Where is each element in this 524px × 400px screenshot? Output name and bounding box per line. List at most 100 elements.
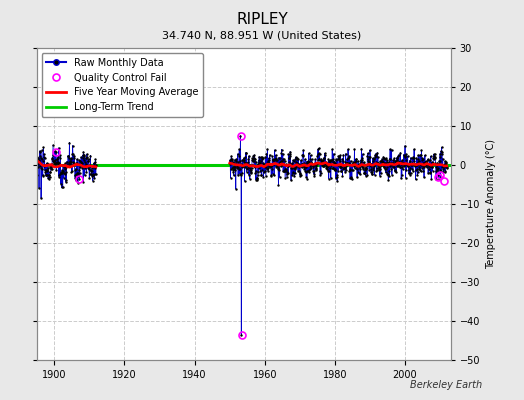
Point	[283, 174, 291, 180]
Point	[257, 172, 265, 178]
Point	[78, 163, 86, 170]
Point	[297, 164, 305, 171]
Point	[278, 146, 286, 153]
Point	[345, 154, 353, 160]
Point	[241, 154, 249, 160]
Point	[398, 157, 406, 163]
Point	[416, 152, 424, 158]
Point	[269, 160, 278, 167]
Point	[284, 151, 292, 158]
Point	[254, 169, 263, 176]
Point	[282, 166, 290, 172]
Point	[324, 175, 333, 182]
Point	[387, 161, 396, 168]
Point	[376, 162, 385, 169]
Point	[436, 158, 444, 164]
Point	[423, 156, 432, 162]
Point	[88, 164, 96, 171]
Point	[324, 163, 332, 170]
Point	[322, 164, 331, 170]
Point	[52, 160, 61, 166]
Point	[441, 158, 449, 164]
Point	[422, 158, 430, 164]
Point	[277, 150, 286, 156]
Point	[264, 168, 272, 175]
Point	[287, 165, 296, 172]
Point	[287, 162, 295, 169]
Point	[86, 162, 94, 168]
Point	[235, 146, 244, 153]
Point	[293, 160, 302, 166]
Point	[280, 168, 289, 174]
Point	[278, 158, 287, 164]
Point	[299, 153, 307, 160]
Point	[308, 156, 316, 162]
Point	[327, 157, 335, 163]
Point	[54, 174, 63, 180]
Point	[253, 177, 261, 184]
Point	[395, 159, 403, 165]
Point	[38, 147, 46, 153]
Point	[80, 157, 88, 164]
Point	[67, 159, 75, 166]
Point	[326, 160, 335, 166]
Point	[346, 167, 354, 173]
Point	[71, 172, 80, 178]
Point	[290, 166, 299, 172]
Point	[297, 172, 305, 179]
Point	[306, 166, 314, 172]
Point	[370, 162, 378, 169]
Point	[302, 158, 311, 165]
Point	[304, 159, 312, 166]
Point	[238, 162, 247, 169]
Point	[281, 174, 289, 181]
Point	[385, 159, 393, 165]
Point	[380, 166, 389, 172]
Point	[367, 160, 376, 167]
Point	[299, 159, 308, 166]
Point	[363, 172, 371, 178]
Point	[377, 160, 386, 166]
Point	[239, 156, 247, 163]
Point	[360, 170, 368, 176]
Point	[367, 169, 375, 176]
Point	[292, 156, 301, 162]
Point	[71, 166, 80, 172]
Point	[420, 174, 428, 180]
Point	[310, 173, 319, 179]
Point	[68, 162, 76, 168]
Point	[396, 164, 404, 170]
Point	[365, 166, 373, 173]
Point	[232, 186, 240, 192]
Point	[51, 148, 59, 154]
Point	[364, 160, 373, 167]
Point	[292, 159, 300, 165]
Point	[368, 170, 376, 177]
Point	[380, 164, 388, 170]
Legend: Raw Monthly Data, Quality Control Fail, Five Year Moving Average, Long-Term Tren: Raw Monthly Data, Quality Control Fail, …	[41, 53, 203, 117]
Point	[242, 149, 250, 156]
Point	[432, 162, 441, 168]
Point	[313, 146, 322, 153]
Point	[325, 168, 333, 174]
Point	[50, 160, 58, 166]
Point	[333, 156, 342, 162]
Point	[82, 154, 91, 160]
Point	[250, 152, 259, 158]
Point	[244, 162, 252, 169]
Point	[422, 158, 431, 165]
Point	[325, 165, 334, 171]
Point	[239, 156, 248, 163]
Point	[77, 161, 85, 168]
Point	[379, 154, 388, 160]
Point	[63, 162, 71, 168]
Point	[236, 161, 245, 168]
Point	[402, 151, 410, 158]
Point	[298, 161, 307, 167]
Point	[63, 163, 72, 169]
Point	[393, 163, 401, 169]
Point	[321, 160, 329, 167]
Point	[410, 146, 418, 152]
Point	[266, 152, 274, 158]
Point	[383, 157, 391, 164]
